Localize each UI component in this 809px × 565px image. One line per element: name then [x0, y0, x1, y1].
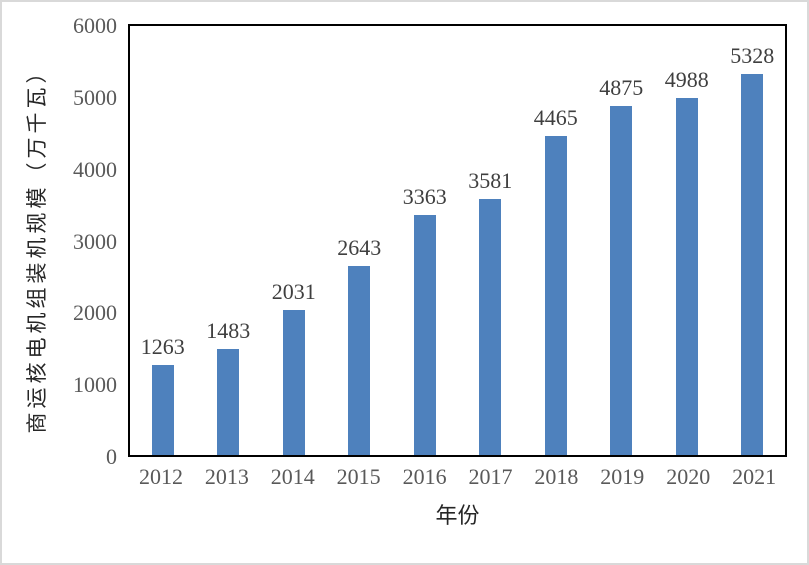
bar-value-label: 1263 [140, 333, 185, 359]
bar-slot: 3581 [458, 26, 524, 455]
y-tick-label: 0 [106, 444, 117, 469]
bar-slot: 2643 [327, 26, 393, 455]
bar [217, 348, 240, 455]
bar-slot: 3363 [392, 26, 458, 455]
bar-value-label: 4988 [664, 67, 709, 93]
bar [479, 198, 502, 455]
y-tick-label: 5000 [73, 84, 117, 110]
x-tick-label: 2018 [534, 464, 579, 489]
x-tick-label: 2013 [204, 464, 249, 489]
x-tick-label: 2012 [138, 464, 183, 489]
bar-value-label: 3581 [468, 167, 513, 193]
bar-slot: 5328 [720, 26, 786, 455]
bar-value-label: 4465 [533, 104, 578, 130]
y-tick-label: 3000 [73, 228, 117, 254]
bar-slot: 2031 [261, 26, 327, 455]
y-tick-label: 2000 [73, 300, 117, 326]
bar-slot: 4988 [654, 26, 720, 455]
bar-slot: 1483 [196, 26, 262, 455]
bar-value-label: 3363 [402, 183, 447, 209]
x-axis-ticks: 2012 2013 2014 2015 2016 2017 2018 2019 2020 2021 [128, 463, 787, 491]
bar [282, 309, 305, 455]
y-tick-label: 4000 [73, 156, 117, 182]
bars-container: 1263 1483 2031 2643 3363 3581 4465 4875 4988 5328 [130, 26, 785, 455]
x-tick-label: 2021 [732, 464, 777, 489]
x-tick-label: 2020 [666, 464, 711, 489]
bar-value-label: 4875 [599, 75, 644, 101]
x-tick-label: 2016 [402, 464, 447, 489]
bar [348, 266, 371, 455]
bar [544, 135, 567, 455]
bar-value-label: 5328 [730, 43, 775, 69]
x-tick-label: 2015 [336, 464, 381, 489]
bar [675, 98, 698, 455]
y-tick-label: 6000 [73, 13, 117, 38]
x-tick-label: 2017 [468, 464, 513, 489]
y-tick-label: 1000 [73, 372, 117, 398]
bar-value-label: 2643 [337, 235, 382, 261]
x-tick-label: 2014 [270, 464, 315, 489]
bar [741, 74, 764, 455]
bar-value-label: 2031 [271, 278, 316, 304]
bar-slot: 1263 [130, 26, 196, 455]
x-tick-label: 2019 [600, 464, 645, 489]
bar-value-label: 1483 [206, 317, 251, 343]
bar-slot: 4875 [589, 26, 655, 455]
y-axis-ticks: 6000 5000 4000 3000 2000 1000 0 [2, 2, 117, 563]
bar [610, 106, 633, 455]
plot-area: 1263 1483 2031 2643 3363 3581 4465 4875 4988 5328 [128, 24, 787, 457]
bar [151, 364, 174, 455]
bar-slot: 4465 [523, 26, 589, 455]
bar [413, 214, 436, 455]
x-axis-title: 年份 [435, 503, 480, 528]
